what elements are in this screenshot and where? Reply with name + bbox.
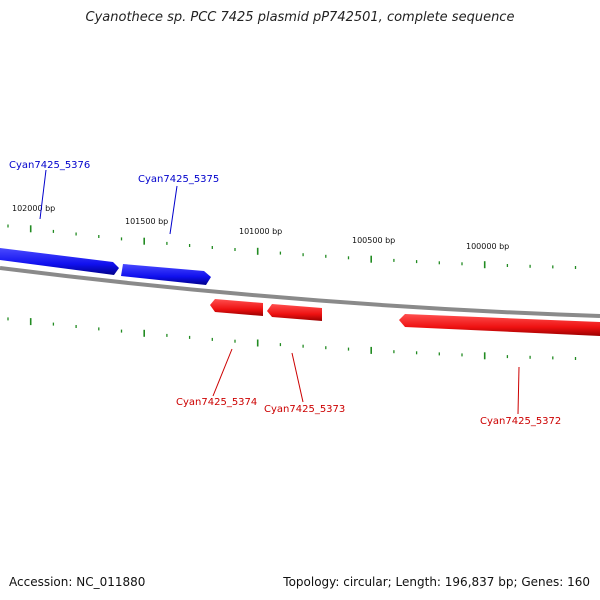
gene-Cyan7425_5372[interactable]	[399, 314, 600, 336]
scale-label-100500: 100500 bp	[352, 236, 395, 245]
map-title: Cyanothece sp. PCC 7425 plasmid pP742501…	[85, 10, 515, 25]
scale-label-100000: 100000 bp	[466, 242, 509, 251]
gene-Cyan7425_5374[interactable]	[210, 299, 263, 316]
leader-line-5374	[212, 348, 233, 397]
gene-Cyan7425_5376[interactable]	[0, 248, 119, 275]
scale-label-101000: 101000 bp	[239, 227, 282, 236]
leader-line-5376	[39, 169, 47, 220]
sequence-backbone	[0, 266, 600, 318]
inner-scale-ticks	[7, 317, 577, 360]
gene-Cyan7425_5373[interactable]	[267, 304, 322, 321]
scale-label-101500: 101500 bp	[125, 217, 168, 226]
leader-line-5372	[517, 366, 520, 415]
gene-label-5372[interactable]: Cyan7425_5372	[480, 416, 561, 427]
scale-label-102000: 102000 bp	[12, 204, 55, 213]
accession-text: Accession: NC_011880	[9, 575, 146, 589]
leader-line-5373	[291, 352, 304, 403]
leader-line-5375	[169, 185, 178, 235]
topology-summary: Topology: circular; Length: 196,837 bp; …	[283, 575, 590, 589]
gene-Cyan7425_5375[interactable]	[121, 264, 211, 285]
gene-label-5375[interactable]: Cyan7425_5375	[138, 174, 219, 185]
gene-label-5374[interactable]: Cyan7425_5374	[176, 397, 257, 408]
outer-scale-ticks	[7, 224, 577, 269]
gene-label-5376[interactable]: Cyan7425_5376	[9, 160, 90, 171]
gene-label-5373[interactable]: Cyan7425_5373	[264, 404, 345, 415]
